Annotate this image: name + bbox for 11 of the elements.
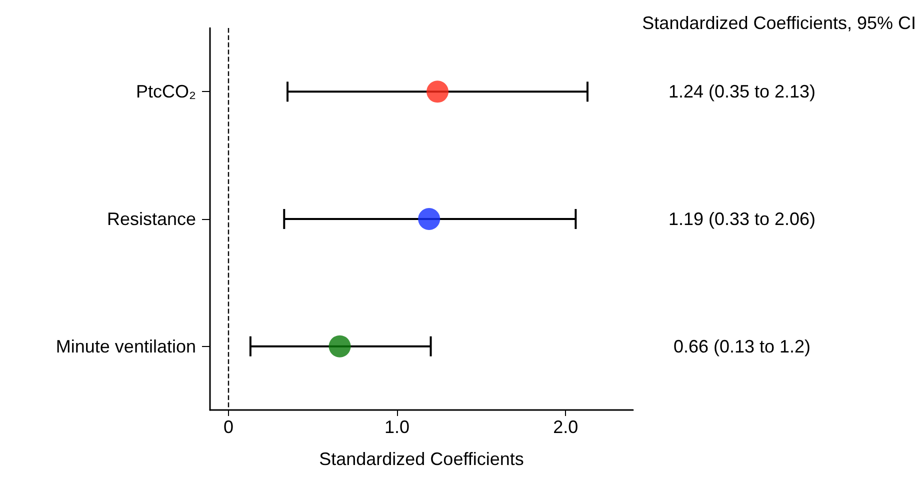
data-label: 0.66 (0.13 to 1.2) xyxy=(673,336,811,356)
data-label: 1.19 (0.33 to 2.06) xyxy=(668,209,816,229)
x-tick-label: 0 xyxy=(224,417,234,437)
data-label: 1.24 (0.35 to 2.13) xyxy=(668,82,816,102)
y-tick-label: Resistance xyxy=(106,209,196,229)
x-tick-label: 1.0 xyxy=(384,417,410,437)
text: Standardized Coefficients, 95% CI xyxy=(642,13,916,33)
x-axis-title: Standardized Coefficients xyxy=(319,449,524,469)
y-tick-label: Minute ventilation xyxy=(56,336,196,356)
y-tick-label: PtcCO₂ xyxy=(136,82,196,102)
x-tick-label: 2.0 xyxy=(553,417,578,437)
